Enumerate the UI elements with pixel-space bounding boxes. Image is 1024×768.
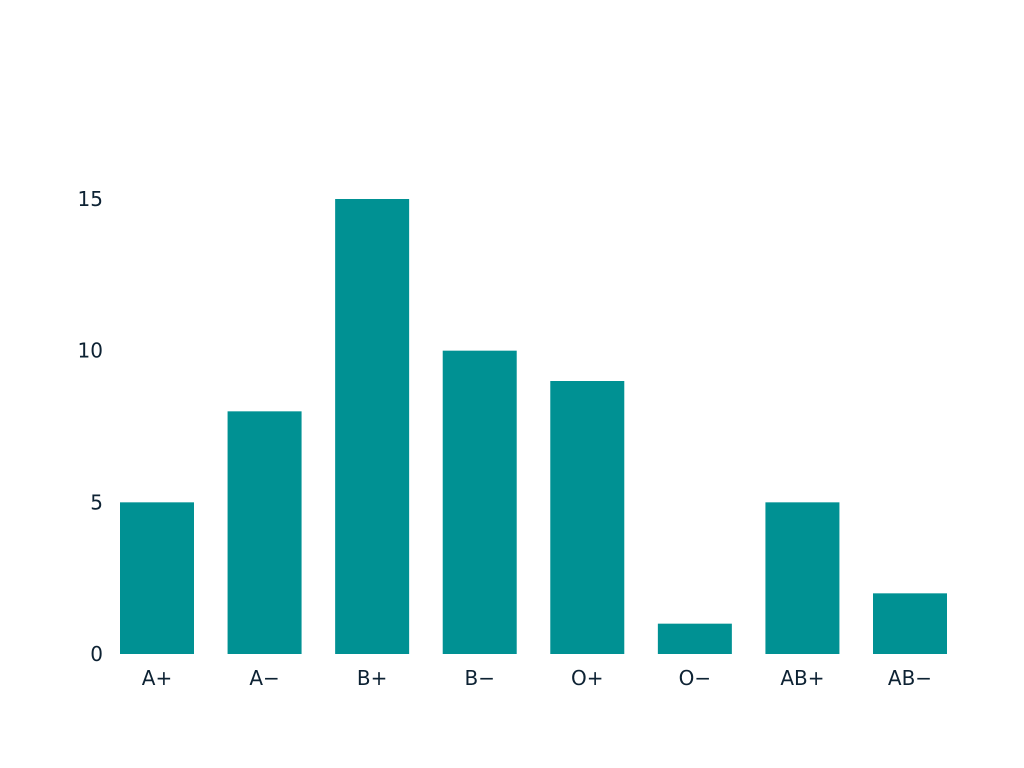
bar-0 [120, 502, 194, 654]
bars [120, 199, 947, 654]
x-tick-label: AB− [888, 666, 932, 690]
y-tick-label: 10 [78, 339, 103, 363]
y-tick-label: 15 [78, 187, 103, 211]
bar-3 [442, 350, 517, 654]
x-tick-label: A+ [142, 666, 172, 690]
x-tick-label: B+ [357, 666, 387, 690]
y-tick-label: 5 [90, 490, 103, 514]
y-axis-ticks: 0 5 10 15 [78, 187, 103, 666]
bar-6 [765, 502, 840, 654]
bar-4 [550, 381, 625, 654]
x-tick-label: B− [464, 666, 494, 690]
x-axis-ticks: A+ A− B+ B− O+ O− AB+ AB− [142, 666, 932, 690]
x-tick-label: O+ [571, 666, 604, 690]
bar-1 [227, 411, 302, 654]
x-tick-label: O− [679, 666, 712, 690]
y-tick-label: 0 [90, 642, 103, 666]
bar-7 [873, 593, 947, 654]
x-tick-label: AB+ [780, 666, 824, 690]
bar-2 [335, 199, 410, 654]
bar-5 [657, 623, 732, 654]
x-tick-label: A− [249, 666, 279, 690]
